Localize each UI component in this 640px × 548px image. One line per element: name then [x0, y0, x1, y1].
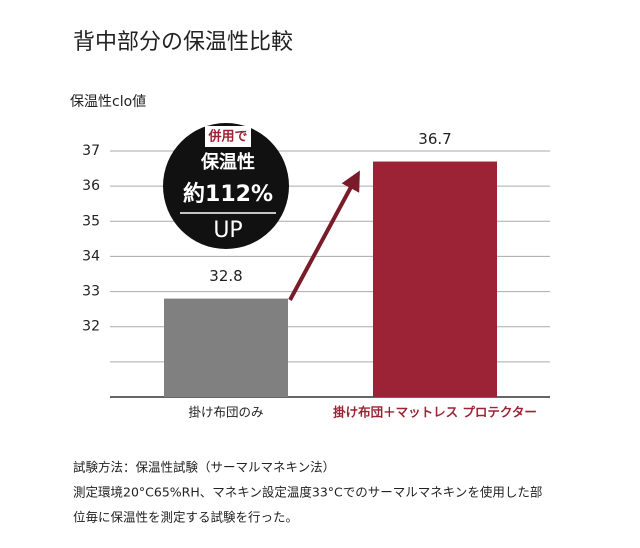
badge-line3: UP [213, 218, 242, 243]
chart-title: 背中部分の保温性比較 [73, 30, 293, 55]
y-tick-label: 32 [82, 319, 100, 335]
value-label: 36.7 [418, 130, 451, 148]
badge-line2: 約112% [183, 181, 273, 207]
bar [164, 298, 288, 397]
x-tick-label: 掛け布団のみ [188, 405, 263, 420]
plot: 32 33 34 35 36 37 32.8 掛け布団のみ 36.7 掛け布団＋マットレス プロテ… [82, 130, 550, 420]
badge-line1: 保温性 [200, 151, 255, 173]
x-tick-label: 掛け布団＋マットレス プロテクター [333, 405, 537, 420]
y-tick-label: 35 [82, 213, 100, 229]
badge: 併用で 保温性 約112% UP [163, 123, 289, 249]
note: 試験方法：保温性試験（サーマルマネキン法） [73, 460, 335, 475]
badge-circle [163, 123, 289, 249]
y-tick-label: 37 [82, 143, 100, 159]
y-tick-label: 36 [82, 178, 100, 194]
value-label: 32.8 [209, 267, 242, 285]
arrow [288, 170, 360, 301]
y-tick-label: 34 [82, 248, 100, 264]
badge-tag-box [205, 126, 251, 147]
note: 位毎に保温性を測定する試験を行った。 [73, 510, 298, 525]
badge-tag: 併用で [207, 129, 247, 145]
y-axis-label: 保温性clo値 [70, 94, 146, 110]
bar [373, 161, 497, 397]
note: 測定環境20°C65%RH、マネキン設定温度33°Cでのサーマルマネキンを使用し… [73, 485, 542, 500]
y-tick-label: 33 [82, 284, 100, 300]
